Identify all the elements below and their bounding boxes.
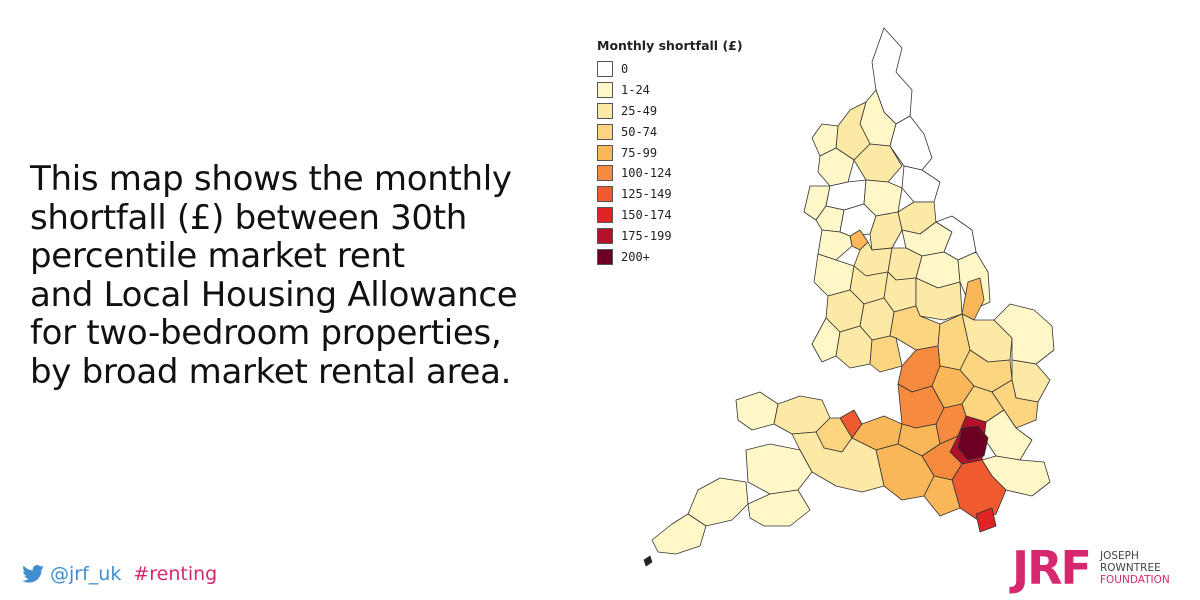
social-footer: @jrf_uk #renting: [22, 563, 217, 585]
legend-item: 0: [597, 59, 743, 80]
rental-area-region: [961, 277, 985, 321]
map-description: This map shows the monthly shortfall (£)…: [30, 160, 570, 391]
legend-swatch: [597, 102, 613, 119]
legend-swatch: [597, 61, 613, 78]
legend-item: 200+: [597, 246, 743, 267]
legend-title: Monthly shortfall (£): [597, 38, 743, 53]
legend-swatch: [597, 227, 613, 244]
rental-area-region: [957, 425, 989, 461]
rental-area-region: [923, 475, 961, 517]
island-region: [643, 555, 653, 567]
rental-area-region: [869, 335, 903, 373]
legend-item: 100-124: [597, 163, 743, 184]
legend-label: 175-199: [621, 228, 672, 243]
legend-item: 175-199: [597, 225, 743, 246]
twitter-bird-icon: [22, 565, 44, 583]
legend-swatch: [597, 82, 613, 99]
legend-label: 75-99: [621, 145, 658, 160]
legend-item: 150-174: [597, 205, 743, 226]
description-line: percentile market rent: [30, 236, 405, 276]
rental-area-region: [735, 391, 779, 431]
rental-area-region: [791, 431, 885, 493]
legend-label: 100-124: [621, 166, 672, 181]
logo-wordmark: JOSEPH ROWNTREE FOUNDATION: [1100, 550, 1170, 586]
rental-area-region: [813, 253, 855, 297]
rental-area-region: [745, 443, 813, 495]
logo-line: JOSEPH: [1099, 550, 1139, 562]
description-line: for two-bedroom properties,: [30, 313, 502, 353]
description-line: and Local Housing Allowance: [30, 274, 518, 315]
legend-label: 200+: [621, 249, 650, 264]
description-line: by broad market rental area.: [30, 351, 512, 392]
legend-label: 25-49: [621, 103, 658, 118]
logo-mark: JRF: [1012, 541, 1092, 595]
jrf-logo: JRF JOSEPH ROWNTREE FOUNDATION: [1012, 545, 1170, 591]
legend-swatch: [597, 206, 613, 223]
legend-item: 1-24: [597, 80, 743, 101]
rental-area-region: [687, 477, 749, 527]
rental-area-region: [811, 317, 841, 363]
legend-swatch: [597, 186, 613, 203]
rental-area-region: [975, 507, 997, 533]
legend-item: 125-149: [597, 184, 743, 205]
map-legend: Monthly shortfall (£) 0 1-24 25-49 50-74 75-…: [597, 38, 743, 267]
legend-label: 1-24: [621, 83, 650, 98]
twitter-handle[interactable]: @jrf_uk: [50, 563, 122, 585]
hashtag-link[interactable]: #renting: [133, 563, 218, 585]
legend-items: 0 1-24 25-49 50-74 75-99 100-124 125-149 150-17…: [597, 59, 743, 267]
logo-line: ROWNTREE: [1099, 562, 1161, 574]
legend-item: 25-49: [597, 101, 743, 122]
legend-swatch: [597, 123, 613, 140]
rental-area-region: [1011, 359, 1051, 403]
description-line: This map shows the monthly: [30, 159, 512, 199]
legend-swatch: [597, 165, 613, 182]
legend-label: 125-149: [621, 187, 672, 202]
legend-swatch: [597, 144, 613, 161]
legend-label: 150-174: [621, 207, 672, 222]
rental-area-region: [651, 513, 707, 555]
rental-area-region: [993, 303, 1055, 365]
description-line: shortfall (£) between 30th: [30, 197, 468, 238]
legend-item: 50-74: [597, 121, 743, 142]
legend-item: 75-99: [597, 142, 743, 163]
logo-line: FOUNDATION: [1099, 574, 1170, 586]
legend-label: 0: [621, 62, 629, 77]
england-shortfall-map: [643, 27, 1055, 567]
legend-label: 50-74: [621, 124, 658, 139]
legend-swatch: [597, 248, 613, 265]
rental-area-region: [747, 489, 811, 527]
rental-area-region: [901, 165, 941, 203]
